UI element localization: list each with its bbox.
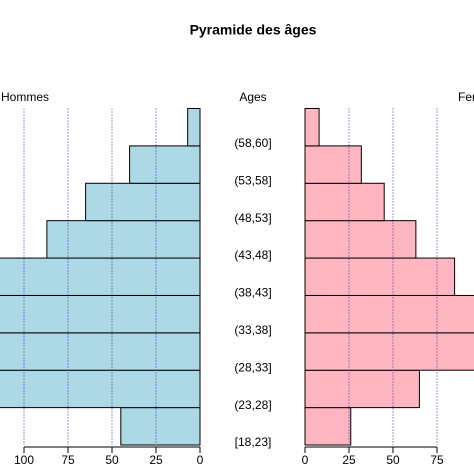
bar [304,257,456,296]
legend-label: Femmes [458,90,474,104]
x-tick-label: 50 [105,453,119,467]
bar [0,332,201,371]
bar [120,407,201,446]
bar [0,294,201,334]
legend-label: Hommes [1,90,49,104]
x-tick-label: 25 [342,453,356,467]
bar [0,369,201,409]
category-label: (38,43] [234,286,271,300]
x-tick-label: 25 [149,453,163,467]
category-label: (58,60] [234,136,271,150]
bar [304,108,320,147]
x-tick-label: 0 [197,453,204,467]
x-tick-label: 100 [14,453,34,467]
chart-title: Pyramide des âges [190,22,317,38]
x-tick-label: 75 [430,453,444,467]
bar [304,332,474,371]
category-label: [18,23] [235,435,272,449]
bar [129,145,201,184]
category-label: (33,38] [234,323,271,337]
bar [304,407,352,446]
bar [304,369,420,409]
x-tick-label: 75 [61,453,75,467]
bar [304,294,474,334]
bar [187,108,201,147]
bar [304,182,385,222]
x-tick-label: 0 [302,453,309,467]
bar [304,145,362,184]
category-label: (43,48] [234,248,271,262]
axis-label: Ages [239,90,266,104]
category-label: (53,58] [234,173,271,187]
category-label: (28,33] [234,360,271,374]
category-label: (23,28] [234,398,271,412]
bar [304,220,417,259]
x-tick-label: 50 [386,453,400,467]
category-label: (48,53] [234,211,271,225]
bar [0,257,201,296]
bar [85,182,201,222]
bar [46,220,201,259]
